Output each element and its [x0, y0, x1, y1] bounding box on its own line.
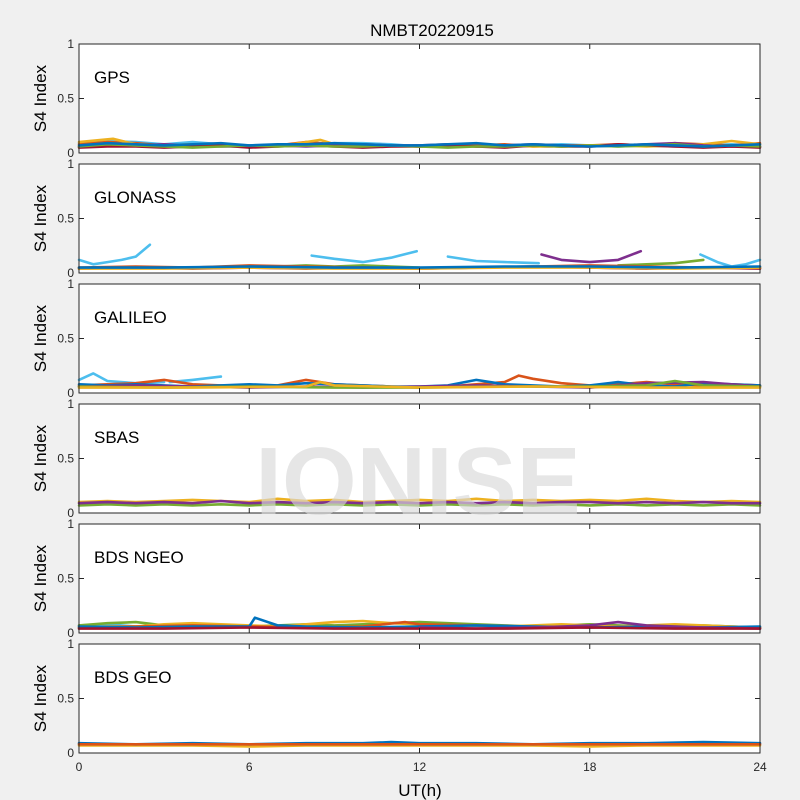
panel-0: 0 0.5 1 S4 Index GPS: [31, 37, 762, 160]
series-line-0: [77, 497, 762, 504]
series-line-4: [540, 249, 643, 264]
y-tick-label: 1: [67, 637, 74, 651]
panel-3: 0 0.5 1 S4 Index SBAS: [31, 397, 762, 520]
x-tick-label: 12: [413, 760, 427, 774]
y-tick-label: 1: [67, 517, 74, 531]
x-tick-label: 0: [76, 760, 83, 774]
y-tick-label: 0: [67, 266, 74, 280]
y-tick-label: 0.5: [57, 332, 74, 346]
y-axis-label: S4 Index: [31, 64, 50, 132]
x-tick-label: 6: [246, 760, 253, 774]
series-line-0: [77, 243, 152, 266]
series-line-6: [77, 141, 762, 148]
panel-label: SBAS: [94, 428, 139, 447]
y-axis-label: S4 Index: [31, 424, 50, 492]
y-tick-label: 0.5: [57, 212, 74, 226]
y-tick-label: 1: [67, 37, 74, 51]
y-tick-label: 0.5: [57, 572, 74, 586]
panel-label: GPS: [94, 68, 130, 87]
x-axis-label: UT(h): [398, 781, 441, 800]
y-tick-label: 0: [67, 386, 74, 400]
axes-area: [79, 644, 760, 753]
panel-label: BDS NGEO: [94, 548, 184, 567]
panels: 0 0.5 1 S4 Index GPS 0 0.5 1 S4 Index GLONASS 0 0.5…: [31, 37, 767, 774]
y-tick-label: 0.5: [57, 692, 74, 706]
panel-4: 0 0.5 1 S4 Index BDS NGEO: [31, 517, 762, 640]
y-tick-label: 0.5: [57, 452, 74, 466]
panel-label: GALILEO: [94, 308, 167, 327]
panel-5: 0 0.5 1 0 6 12 18 24 S4 Index BDS GEO: [31, 637, 767, 774]
y-tick-label: 0: [67, 146, 74, 160]
axes-area: [79, 44, 760, 153]
y-axis-label: S4 Index: [31, 544, 50, 612]
series-line-10: [77, 265, 762, 269]
x-tick-label: 24: [753, 760, 767, 774]
y-tick-label: 1: [67, 277, 74, 291]
y-axis-label: S4 Index: [31, 184, 50, 252]
y-tick-label: 0: [67, 626, 74, 640]
series-line-6: [616, 258, 705, 267]
axes-area: [79, 164, 760, 273]
axes-area: [79, 404, 760, 513]
panel-1: 0 0.5 1 S4 Index GLONASS: [31, 157, 762, 280]
y-axis-label: S4 Index: [31, 304, 50, 372]
series-line-2: [446, 255, 541, 265]
panel-label: BDS GEO: [94, 668, 171, 687]
y-tick-label: 0: [67, 506, 74, 520]
axes-area: [79, 524, 760, 633]
series-line-6: [77, 380, 762, 389]
y-axis-label: S4 Index: [31, 664, 50, 732]
y-tick-label: 0.5: [57, 92, 74, 106]
x-tick-label: 18: [583, 760, 597, 774]
y-tick-label: 1: [67, 397, 74, 411]
axes-area: [79, 284, 760, 393]
y-tick-label: 0: [67, 746, 74, 760]
watermark: IONISE: [255, 428, 580, 535]
figure-title: NMBT20220915: [370, 21, 494, 40]
panel-2: 0 0.5 1 S4 Index GALILEO: [31, 277, 762, 400]
series-line-2: [77, 499, 762, 505]
series-line-1: [310, 249, 419, 264]
y-tick-label: 1: [67, 157, 74, 171]
panel-label: GLONASS: [94, 188, 176, 207]
series-line-1: [77, 502, 762, 507]
